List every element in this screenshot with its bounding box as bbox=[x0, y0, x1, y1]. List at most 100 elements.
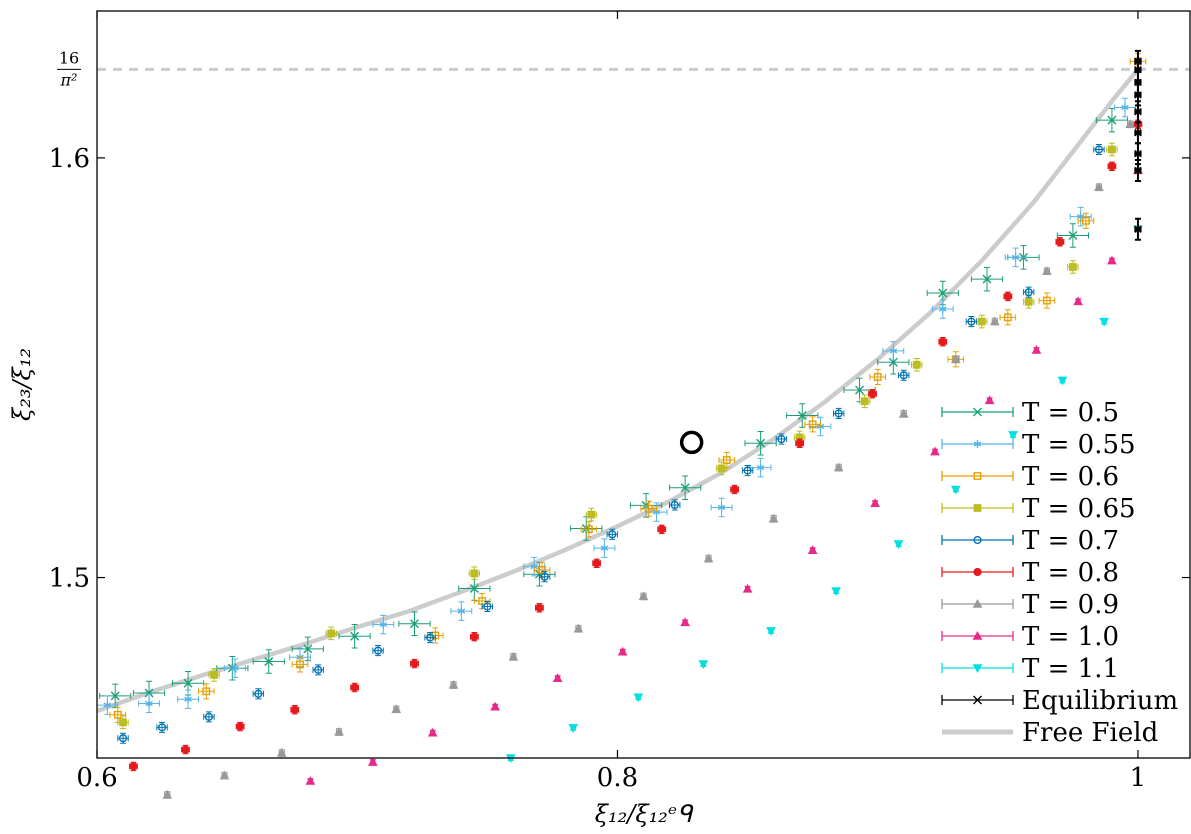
legend-entry-8: T = 1.1 bbox=[941, 654, 1119, 684]
highlight-layer bbox=[679, 430, 704, 455]
data-point bbox=[276, 747, 287, 757]
errorbar bbox=[775, 433, 788, 445]
data-point bbox=[305, 776, 316, 785]
data-point bbox=[296, 660, 304, 669]
data-point bbox=[680, 483, 690, 493]
data-point bbox=[808, 420, 817, 429]
data-point bbox=[730, 485, 739, 494]
data-point bbox=[181, 745, 190, 754]
data-point bbox=[868, 389, 877, 398]
legend-entry-4: T = 0.7 bbox=[941, 526, 1119, 556]
y-tick-label: 1.5 bbox=[49, 564, 90, 594]
legend-entry-9: Equilibrium bbox=[941, 686, 1178, 716]
y-axis-label: ξ₂₃/ξ₁₂ bbox=[8, 348, 36, 421]
series-3 bbox=[117, 142, 1118, 730]
data-point bbox=[898, 408, 909, 418]
data-point bbox=[938, 337, 947, 346]
data-point bbox=[743, 466, 752, 475]
legend-label: T = 1.0 bbox=[1022, 622, 1119, 652]
data-point bbox=[977, 317, 986, 326]
errorbar bbox=[741, 464, 754, 477]
data-point bbox=[777, 434, 786, 444]
free-field-curve bbox=[96, 67, 1140, 714]
data-point bbox=[490, 701, 501, 711]
data-point bbox=[535, 603, 544, 612]
legend-entry-7: T = 1.0 bbox=[941, 622, 1119, 652]
data-point bbox=[1134, 129, 1142, 137]
y-tick-label-denominator: π² bbox=[60, 70, 78, 89]
data-point bbox=[1094, 145, 1104, 154]
data-point bbox=[448, 679, 459, 689]
data-point bbox=[855, 385, 864, 395]
data-point bbox=[231, 664, 239, 673]
data-point bbox=[670, 500, 679, 510]
data-point bbox=[1068, 263, 1077, 271]
data-point bbox=[457, 607, 466, 616]
legend-entry-3: T = 0.65 bbox=[941, 494, 1136, 524]
errorbar bbox=[203, 711, 215, 723]
plot-frame bbox=[96, 10, 1191, 759]
data-point bbox=[644, 504, 653, 513]
x-axis-label: ξ₁₂/ξ₁₂ᵉᑫ bbox=[595, 800, 694, 828]
data-point bbox=[912, 360, 921, 369]
series-6 bbox=[162, 119, 1135, 799]
errorbar bbox=[1093, 143, 1105, 156]
errorbar bbox=[252, 688, 265, 700]
data-point bbox=[202, 687, 211, 696]
errorbar bbox=[965, 316, 978, 328]
errorbar bbox=[869, 368, 887, 385]
data-point bbox=[540, 572, 549, 581]
data-point bbox=[584, 525, 593, 534]
legend-label: Free Field bbox=[1022, 718, 1158, 748]
data-point bbox=[157, 723, 167, 732]
data-point bbox=[967, 317, 976, 326]
data-point bbox=[888, 357, 898, 367]
data-point bbox=[426, 633, 435, 642]
data-point bbox=[254, 689, 263, 698]
data-point bbox=[573, 623, 584, 633]
legend-marker bbox=[973, 504, 982, 512]
x-tick-label: 0.8 bbox=[597, 763, 638, 793]
data-point bbox=[410, 659, 419, 668]
legend-marker bbox=[972, 630, 983, 640]
legend-marker bbox=[973, 695, 982, 705]
data-point bbox=[834, 409, 843, 418]
series-layer bbox=[96, 49, 1147, 799]
errorbar bbox=[1022, 286, 1035, 298]
data-point bbox=[210, 671, 219, 679]
data-point bbox=[1107, 162, 1117, 171]
data-point bbox=[860, 397, 869, 406]
data-point bbox=[938, 304, 947, 313]
legend-entry-1: T = 0.55 bbox=[941, 430, 1136, 460]
legend-label: T = 0.8 bbox=[1022, 558, 1119, 588]
data-point bbox=[1055, 237, 1064, 246]
legend-entry-0: T = 0.5 bbox=[941, 398, 1119, 428]
errorbar bbox=[424, 632, 436, 644]
data-point bbox=[470, 569, 479, 578]
data-point bbox=[379, 620, 388, 629]
data-point bbox=[1134, 166, 1142, 175]
data-point bbox=[1042, 266, 1052, 275]
errorbar bbox=[640, 500, 658, 517]
data-point bbox=[1099, 317, 1109, 327]
data-point bbox=[1031, 345, 1042, 354]
data-point bbox=[680, 617, 690, 627]
data-point bbox=[795, 439, 804, 448]
errorbar bbox=[538, 571, 551, 583]
legend-entry-5: T = 0.8 bbox=[941, 558, 1119, 588]
data-point bbox=[118, 734, 128, 743]
data-point bbox=[766, 627, 776, 636]
free-field-layer bbox=[96, 67, 1140, 714]
data-point bbox=[350, 683, 359, 692]
data-point bbox=[1008, 431, 1018, 440]
data-point bbox=[742, 583, 753, 593]
data-point bbox=[1094, 182, 1104, 191]
data-point bbox=[768, 513, 779, 523]
data-point bbox=[797, 411, 807, 421]
data-point bbox=[930, 446, 940, 456]
data-point bbox=[1134, 225, 1142, 233]
data-point bbox=[1011, 253, 1020, 262]
data-point bbox=[1042, 296, 1051, 305]
data-point bbox=[756, 438, 766, 448]
legend-marker bbox=[973, 472, 982, 480]
